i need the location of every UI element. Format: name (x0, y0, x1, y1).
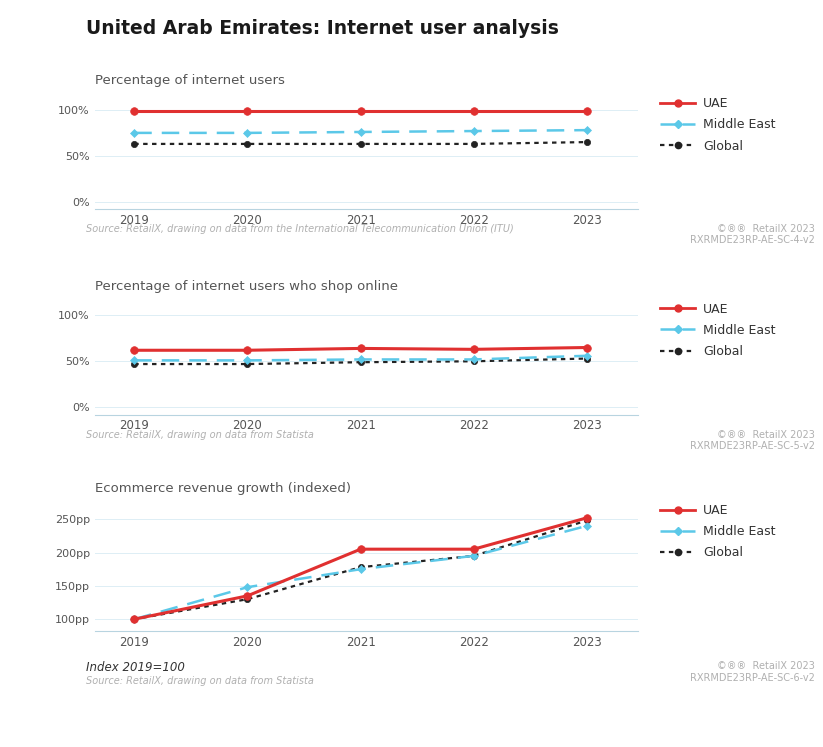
Text: ©®®  RetailX 2023: ©®® RetailX 2023 (717, 224, 815, 234)
Text: Percentage of internet users who shop online: Percentage of internet users who shop on… (95, 280, 398, 293)
Text: United Arab Emirates: Internet user analysis: United Arab Emirates: Internet user anal… (86, 19, 560, 37)
Text: Index 2019=100: Index 2019=100 (86, 661, 185, 674)
Text: Source: RetailX, drawing on data from the International Telecommunication Union : Source: RetailX, drawing on data from th… (86, 224, 514, 234)
Legend: UAE, Middle East, Global: UAE, Middle East, Global (660, 303, 775, 358)
Legend: UAE, Middle East, Global: UAE, Middle East, Global (660, 97, 775, 152)
Text: Ecommerce revenue growth (indexed): Ecommerce revenue growth (indexed) (95, 482, 351, 495)
Text: ©®®  RetailX 2023: ©®® RetailX 2023 (717, 430, 815, 439)
Text: RXRMDE23RP-AE-SC-4-v2: RXRMDE23RP-AE-SC-4-v2 (690, 235, 815, 245)
Legend: UAE, Middle East, Global: UAE, Middle East, Global (660, 504, 775, 560)
Text: Source: RetailX, drawing on data from Statista: Source: RetailX, drawing on data from St… (86, 430, 314, 439)
Text: RXRMDE23RP-AE-SC-5-v2: RXRMDE23RP-AE-SC-5-v2 (690, 441, 815, 450)
Text: Percentage of internet users: Percentage of internet users (95, 75, 285, 87)
Text: Source: RetailX, drawing on data from Statista: Source: RetailX, drawing on data from St… (86, 676, 314, 686)
Text: ©®®  RetailX 2023: ©®® RetailX 2023 (717, 661, 815, 671)
Text: RXRMDE23RP-AE-SC-6-v2: RXRMDE23RP-AE-SC-6-v2 (690, 673, 815, 683)
